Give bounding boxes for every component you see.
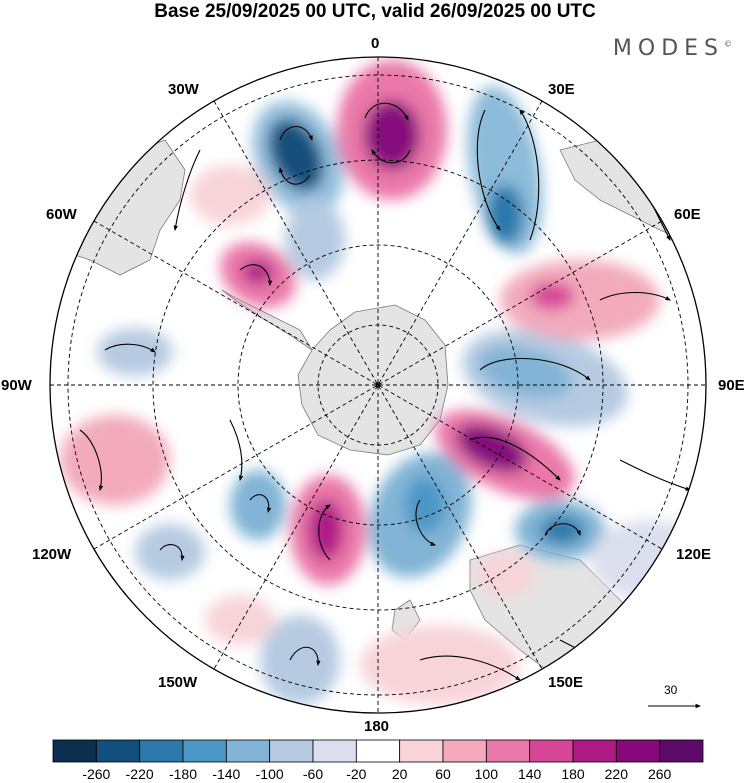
lon-label-30w: 30W [168,81,199,98]
lon-label-150e: 150E [548,674,584,691]
anomaly-neg-30e-core [487,185,523,245]
chart-title: Base 25/09/2025 00 UTC, valid 26/09/2025… [154,1,596,22]
brand-mark: © [724,39,732,49]
colorbar-tick-label: 60 [435,766,451,782]
anomaly-pos-60e-core [530,282,574,310]
colorbar-tick-label: -60 [302,766,324,782]
anomaly-neg-90w [97,328,173,376]
colorbar-swatch [442,739,487,763]
map-content [50,57,706,713]
colorbar-tick-label: 220 [604,766,629,782]
anomaly-pos-150e [360,625,520,705]
colorbar-swatch [529,739,574,763]
anomaly-neg-150w [230,470,286,540]
map-border [49,56,707,714]
colorbar [52,739,704,763]
colorbar-swatch [312,739,357,763]
lon-label-120e: 120E [676,546,712,563]
lon-label-30e: 30E [548,81,575,98]
anomaly-neg-120w [135,524,205,580]
colorbar-swatch [355,739,401,763]
lon-label-180: 180 [364,718,390,735]
lon-label-150w: 150W [158,674,198,691]
anomaly-pos-60e [500,260,660,340]
anomaly-neg-60w [285,200,345,280]
brand-logo: MODES© [613,36,732,61]
colorbar-tick-label: -180 [168,766,198,782]
anomaly-pos-90e-core [456,423,528,473]
colorbar-tick-label: 260 [647,766,672,782]
colorbar-swatch [399,739,444,763]
colorbar-tick-label: -220 [125,766,154,782]
antarctica [297,304,449,456]
anomaly-pos-30w [190,165,270,225]
anomaly-pos-90w [60,415,170,505]
colorbar-swatch [225,739,271,763]
anomaly-pos-60w-core [242,260,274,284]
colorbar-swatch [52,739,97,763]
colorbar-swatch [182,739,227,763]
antarctic-peninsula [221,289,313,351]
anomaly-pos-150e-2 [475,553,535,597]
anomaly-pos-0-core [364,100,420,170]
brand-name: MODES [612,36,724,61]
colorbar-tick-label: 20 [391,766,408,782]
lon-label-60w: 60W [46,206,77,223]
colorbar-tick-label: -20 [346,766,367,782]
colorbar-tick-label: -140 [212,766,241,782]
anomaly-neg-180-core [405,477,445,533]
lon-label-90e: 90E [718,377,745,394]
anomaly-pos-120w [205,595,275,645]
colorbar-swatch [139,739,184,763]
graticule [50,57,706,713]
colorbar-tick-label: 140 [517,766,542,782]
pole-marker [375,382,381,388]
lon-label-120w: 120W [32,546,72,563]
anomaly-neg-120e-core [540,516,584,544]
colorbar-tick-label: 100 [474,766,499,782]
anomaly-neg-30e [467,86,543,254]
colorbar-tick-label: -260 [82,766,111,782]
colorbar-swatch [485,739,531,763]
colorbar-swatch [269,739,314,763]
colorbar-swatch [572,739,617,763]
colorbar-swatch [615,739,661,763]
colorbar-tick-label: 180 [561,766,585,782]
colorbar-swatch [659,739,704,763]
lon-label-60e: 60E [674,206,701,223]
reference-vector-label: 30 [664,683,678,697]
colorbar-tick-label: -100 [255,766,284,782]
anomaly-neg-150w-low [260,615,340,705]
colorbar-swatch [95,739,141,763]
lon-label-90w: 90W [1,377,32,394]
anomaly-pos-180w-core [308,500,344,560]
lon-label-0: 0 [371,35,380,52]
